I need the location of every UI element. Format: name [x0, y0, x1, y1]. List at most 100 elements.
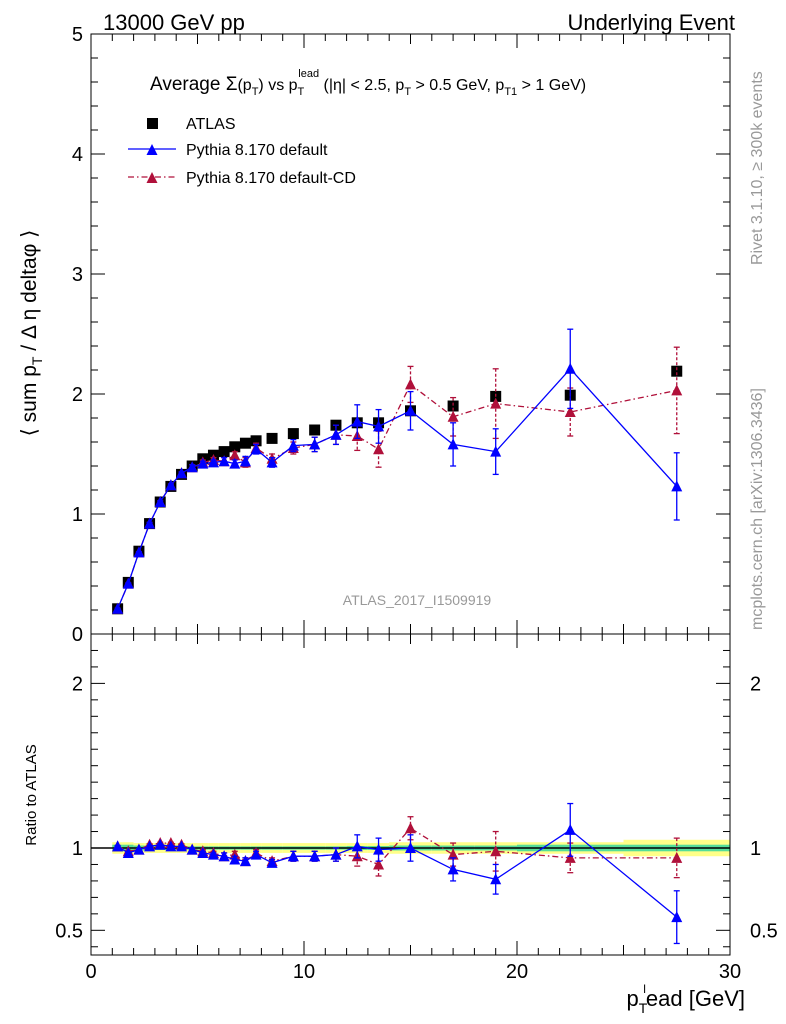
atlas-data-point: [218, 446, 230, 458]
default-point: [671, 480, 683, 492]
ratio-default-cd-point: [564, 851, 576, 863]
ratio-x-tick-labels: 0 10 20 30: [85, 961, 741, 983]
default-point: [197, 457, 209, 469]
ratio-default-point: [154, 838, 166, 850]
ratio-default-point: [112, 840, 124, 852]
default-cd-point: [447, 410, 459, 422]
ratio-default-point: [122, 846, 134, 858]
analysis-watermark: ATLAS_2017_I1509919: [343, 592, 492, 608]
ratio-default-point: [218, 850, 230, 862]
ratio-default-point: [373, 843, 385, 855]
ratio-frame: [90, 633, 731, 956]
ratio-default-point: [490, 873, 502, 885]
atlas-data-point: [250, 435, 262, 447]
ratio-default-cd-point: [490, 845, 502, 857]
atlas-data-point: [229, 441, 241, 453]
ratio-default-point: [239, 855, 251, 867]
rivet-version-label: Rivet 3.1.10, ≥ 300k events: [749, 71, 766, 265]
ratio-default-point: [144, 840, 156, 852]
ratio-y-axis-label: Ratio to ATLAS: [23, 744, 40, 845]
ratio-default-cd-point: [671, 851, 683, 863]
ratio-default-point: [133, 843, 145, 855]
default-point: [351, 415, 363, 427]
legend-label-default: Pythia 8.170 default: [186, 142, 328, 159]
default-point: [112, 602, 124, 614]
main-y-axis-label: ⟨ sum pT / Δ η deltaφ ⟩: [18, 230, 45, 437]
ratio-y-tick-label: 2: [72, 673, 83, 695]
default-point: [239, 455, 251, 467]
main-plot-area: [112, 328, 683, 615]
atlas-data-point: [309, 424, 321, 436]
default-cd-point: [229, 449, 241, 461]
default-point: [564, 362, 576, 374]
main-y-tick-label: 1: [72, 504, 83, 526]
main-y-tick-labels: 0 1 2 3 4 5: [72, 24, 83, 646]
ratio-x-tick-label: 10: [293, 961, 315, 983]
ratio-y-tick-label: 0.5: [55, 920, 83, 942]
atlas-data-point: [266, 432, 278, 444]
main-panel: 0 1 2 3 4 5 Average Σ(pT) vs pTlead (|η| < 2.…: [18, 24, 731, 646]
chart-title: Average Σ(pT) vs pTlead (|η| < 2.5, pT >…: [150, 68, 586, 98]
main-y-tick-label: 3: [72, 264, 83, 286]
default-cd-line: [117, 383, 677, 610]
ratio-default-cd-point: [405, 822, 416, 834]
atlas-data-point: [671, 365, 683, 377]
main-y-tick-label: 2: [72, 384, 83, 406]
ratio-default-point: [309, 850, 321, 862]
ratio-default-point: [176, 840, 188, 852]
default-point: [207, 456, 219, 468]
ratio-default-point: [250, 848, 262, 860]
default-point: [330, 428, 342, 440]
main-y-tick-label: 5: [72, 24, 83, 46]
atlas-data-point: [447, 400, 459, 412]
ratio-default-point: [564, 823, 576, 835]
default-point: [122, 577, 134, 589]
default-point: [218, 455, 230, 467]
default-cd-point: [490, 397, 502, 409]
ratio-default-point: [351, 840, 363, 852]
ratio-default-point: [671, 911, 683, 923]
default-point: [186, 461, 198, 473]
default-point: [490, 445, 502, 457]
legend-marker-default: [146, 144, 158, 155]
ratio-default-point: [330, 848, 342, 860]
default-cd-point: [671, 384, 683, 396]
ratio-panel: 0.5 0.5 1 1 2 2 0 10 20 30 Ratio to ATLAS pTlead…: [23, 633, 778, 1016]
x-axis-label: pTlead [GeV]: [626, 982, 745, 1016]
default-cd-point: [405, 378, 416, 390]
ratio-default-point: [405, 842, 416, 853]
ratio-y-tick-label: 1: [72, 838, 83, 860]
ratio-y-tick-label-right: 0.5: [750, 920, 778, 942]
default-line: [117, 367, 678, 610]
ratio-x-tick-label: 20: [506, 961, 528, 983]
default-point: [165, 479, 177, 491]
default-point: [309, 438, 321, 450]
header-left: 13000 GeV pp: [103, 10, 245, 35]
ratio-default-point: [165, 840, 177, 852]
legend: ATLAS Pythia 8.170 default Pythia 8.170 …: [128, 116, 356, 187]
main-y-tick-label: 0: [72, 624, 83, 646]
ratio-default-point: [229, 853, 241, 865]
ratio-default-point: [287, 850, 299, 862]
default-point: [373, 420, 385, 432]
ratio-default-cd-point: [447, 848, 459, 860]
ratio-y-tick-label-right: 1: [750, 838, 761, 860]
default-point: [287, 439, 299, 451]
legend-marker-atlas: [147, 118, 158, 129]
default-point: [447, 438, 459, 450]
default-point: [154, 496, 166, 507]
default-point: [133, 546, 145, 558]
ratio-y-tick-labels: 0.5 0.5 1 1 2 2: [55, 673, 778, 942]
default-point: [176, 467, 188, 479]
ratio-x-tick-label: 0: [85, 961, 96, 983]
default-cd-point: [373, 443, 385, 455]
legend-label-atlas: ATLAS: [186, 116, 236, 133]
ratio-default-point: [266, 856, 278, 868]
header-right: Underlying Event: [567, 10, 735, 35]
legend-marker-default-cd: [146, 172, 158, 183]
ratio-plot-area: [112, 802, 683, 945]
default-point: [144, 517, 156, 529]
ratio-default-point: [197, 846, 209, 858]
mcplots-label: mcplots.cern.ch [arXiv:1306.3436]: [749, 388, 766, 630]
